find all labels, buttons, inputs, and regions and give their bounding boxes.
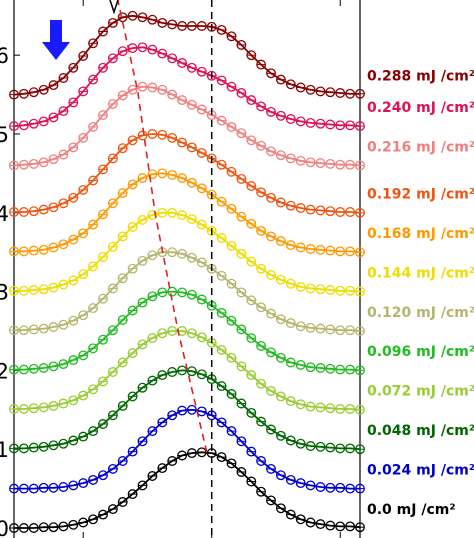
legend-label: 0.240 mJ /cm² [367, 100, 474, 116]
legend-label: 0.024 mJ /cm² [367, 462, 474, 478]
series-5 [9, 247, 365, 336]
series-layer [9, 10, 365, 533]
legend-label: 0.168 mJ /cm² [367, 226, 474, 242]
y-tick-label: 5 [0, 123, 9, 147]
series-7 [9, 168, 365, 258]
arrow-up-icon [109, 0, 119, 15]
legend-label: 0.0 mJ /cm² [367, 502, 455, 518]
y-tick-label: 6 [0, 44, 9, 68]
series-0 [9, 447, 365, 533]
legend-label: 0.144 mJ /cm² [367, 265, 474, 281]
series-6 [9, 207, 365, 297]
legend-layer: 0.0 mJ /cm² 0.024 mJ /cm² 0.048 mJ /cm² 0.0… [367, 68, 474, 517]
legend-label: 0.048 mJ /cm² [367, 423, 474, 439]
legend-label: 0.120 mJ /cm² [367, 305, 474, 321]
series-3 [9, 326, 365, 415]
peak-shift-dashed-line [117, 0, 208, 453]
series-10 [9, 42, 365, 132]
legend-label: 0.072 mJ /cm² [367, 384, 474, 400]
y-tick-label: 0 [0, 517, 9, 538]
series-2 [9, 365, 365, 455]
y-tick-label: 2 [0, 359, 9, 383]
series-line [14, 133, 361, 214]
y-tick-label: 1 [0, 438, 9, 462]
series-4 [9, 286, 365, 376]
legend-label: 0.192 mJ /cm² [367, 187, 474, 203]
y-tick-label: 3 [0, 281, 9, 305]
overlay-layer [42, 0, 213, 538]
series-8 [9, 129, 365, 218]
legend-label: 0.216 mJ /cm² [367, 139, 474, 155]
arrow-down-icon [42, 20, 70, 60]
series-line [13, 14, 360, 96]
legend-label: 0.096 mJ /cm² [367, 344, 474, 360]
series-11 [9, 10, 365, 100]
legend-label: 0.288 mJ /cm² [367, 68, 474, 84]
series-1 [9, 404, 365, 494]
series-9 [9, 81, 365, 171]
y-tick-label: 4 [0, 202, 9, 226]
